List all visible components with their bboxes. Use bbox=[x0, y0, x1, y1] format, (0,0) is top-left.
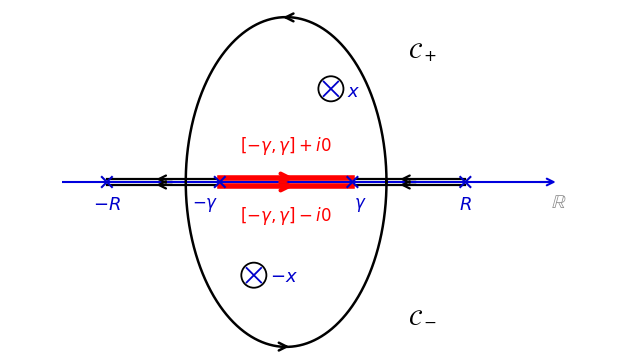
Text: $x$: $x$ bbox=[347, 83, 361, 102]
Text: $\gamma$: $\gamma$ bbox=[354, 196, 367, 214]
Text: $\mathbb{R}$: $\mathbb{R}$ bbox=[552, 193, 567, 212]
Text: $\mathcal{C}_+$: $\mathcal{C}_+$ bbox=[408, 41, 438, 64]
Text: $\mathcal{C}_-$: $\mathcal{C}_-$ bbox=[408, 306, 437, 327]
Text: $-R$: $-R$ bbox=[93, 196, 121, 214]
Text: $R$: $R$ bbox=[459, 196, 472, 214]
Text: $[-\gamma,\gamma]+i0$: $[-\gamma,\gamma]+i0$ bbox=[240, 135, 332, 157]
Text: $-\gamma$: $-\gamma$ bbox=[192, 196, 218, 214]
Text: $[-\gamma,\gamma]-i0$: $[-\gamma,\gamma]-i0$ bbox=[240, 205, 332, 227]
Text: $-x$: $-x$ bbox=[270, 268, 298, 286]
